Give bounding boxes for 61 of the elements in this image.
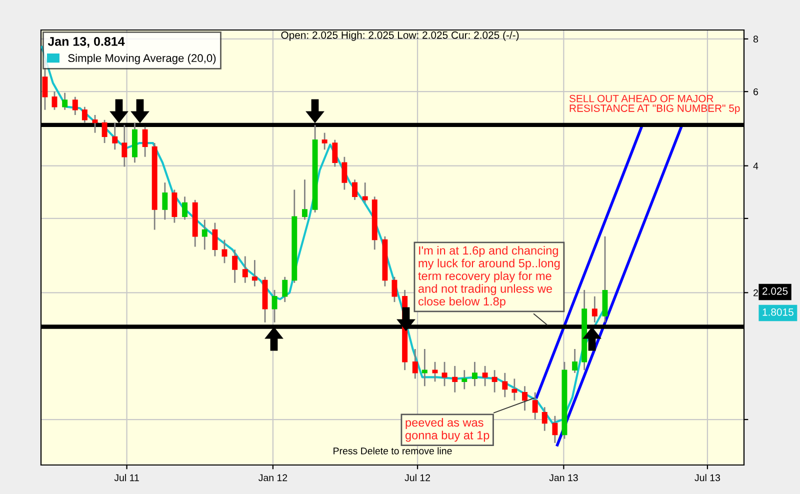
- annotation: I'm in at 1.6p and chancing my luck for around 5p..long term recovery play for me and not trading unless we close below 1.8p: [418, 246, 560, 308]
- y-tick-label: 6: [754, 88, 758, 96]
- candlestick: [422, 348, 428, 387]
- x-tick-label: Jan 13: [549, 474, 578, 482]
- y-tick-label: 2: [754, 289, 758, 296]
- annotation: SELL OUT AHEAD OF MAJOR RESISTANCE AT "BIG NUMBER" 5p: [569, 94, 740, 114]
- text: 2.025: [762, 287, 788, 295]
- candlestick: [452, 365, 458, 394]
- candlestick: [322, 132, 328, 150]
- candlestick: [542, 406, 548, 432]
- x-tick-label: Jul 11: [114, 474, 139, 482]
- x-tick-label: Jul 13: [694, 474, 720, 482]
- candlestick: [112, 122, 118, 150]
- y-tick-label: 8: [753, 36, 758, 43]
- candlestick: [272, 289, 278, 324]
- candlestick: [182, 196, 188, 220]
- candlestick: [242, 256, 248, 284]
- candlestick: [412, 348, 418, 380]
- candlestick: [342, 156, 348, 190]
- legend-label: Simple Moving Average (20,0): [68, 54, 216, 64]
- candlestick: [122, 124, 128, 168]
- candlestick: [72, 96, 78, 116]
- text: 1.8015: [762, 308, 794, 316]
- candlestick: [212, 222, 218, 257]
- candlestick: [462, 369, 468, 390]
- x-tick-label: Jul 12: [404, 474, 430, 482]
- candlestick: [162, 182, 168, 220]
- y-tick-label: 4: [753, 162, 758, 170]
- candlestick: [62, 92, 68, 111]
- candlestick: [282, 276, 288, 303]
- candlestick: [102, 119, 108, 144]
- candlestick: [332, 139, 338, 168]
- candlestick: [202, 218, 208, 250]
- annotation: peeved as was gonna buy at 1p: [405, 418, 490, 442]
- candlestick: [142, 126, 148, 158]
- candlestick: [252, 259, 258, 288]
- candlestick: [512, 378, 518, 402]
- candlestick: [52, 90, 58, 111]
- candlestick: [552, 415, 558, 444]
- candlestick: [392, 276, 398, 303]
- candlestick: [572, 348, 578, 374]
- legend-title: Jan 13, 0.814: [48, 36, 125, 48]
- candlestick: [172, 189, 178, 224]
- candlestick: [482, 365, 488, 387]
- candlestick: [502, 372, 508, 398]
- candlestick: [92, 114, 98, 134]
- annotation: Press Delete to remove line: [334, 447, 452, 454]
- x-tick-label: Jan 12: [258, 474, 288, 482]
- candlestick: [442, 361, 448, 387]
- candlestick: [472, 361, 478, 387]
- candlestick: [302, 178, 308, 220]
- candlestick: [362, 182, 368, 204]
- candlestick: [522, 385, 528, 412]
- candlestick: [232, 248, 238, 284]
- candlestick: [532, 392, 538, 420]
- chart-title: Open: 2.025 High: 2.025 Low: 2.025 Cur: 2.025 (-/-): [281, 31, 519, 41]
- candlestick: [432, 361, 438, 382]
- candlestick: [82, 106, 88, 124]
- candlestick: [352, 178, 358, 201]
- candlestick: [492, 369, 498, 394]
- candlestick: [592, 296, 598, 324]
